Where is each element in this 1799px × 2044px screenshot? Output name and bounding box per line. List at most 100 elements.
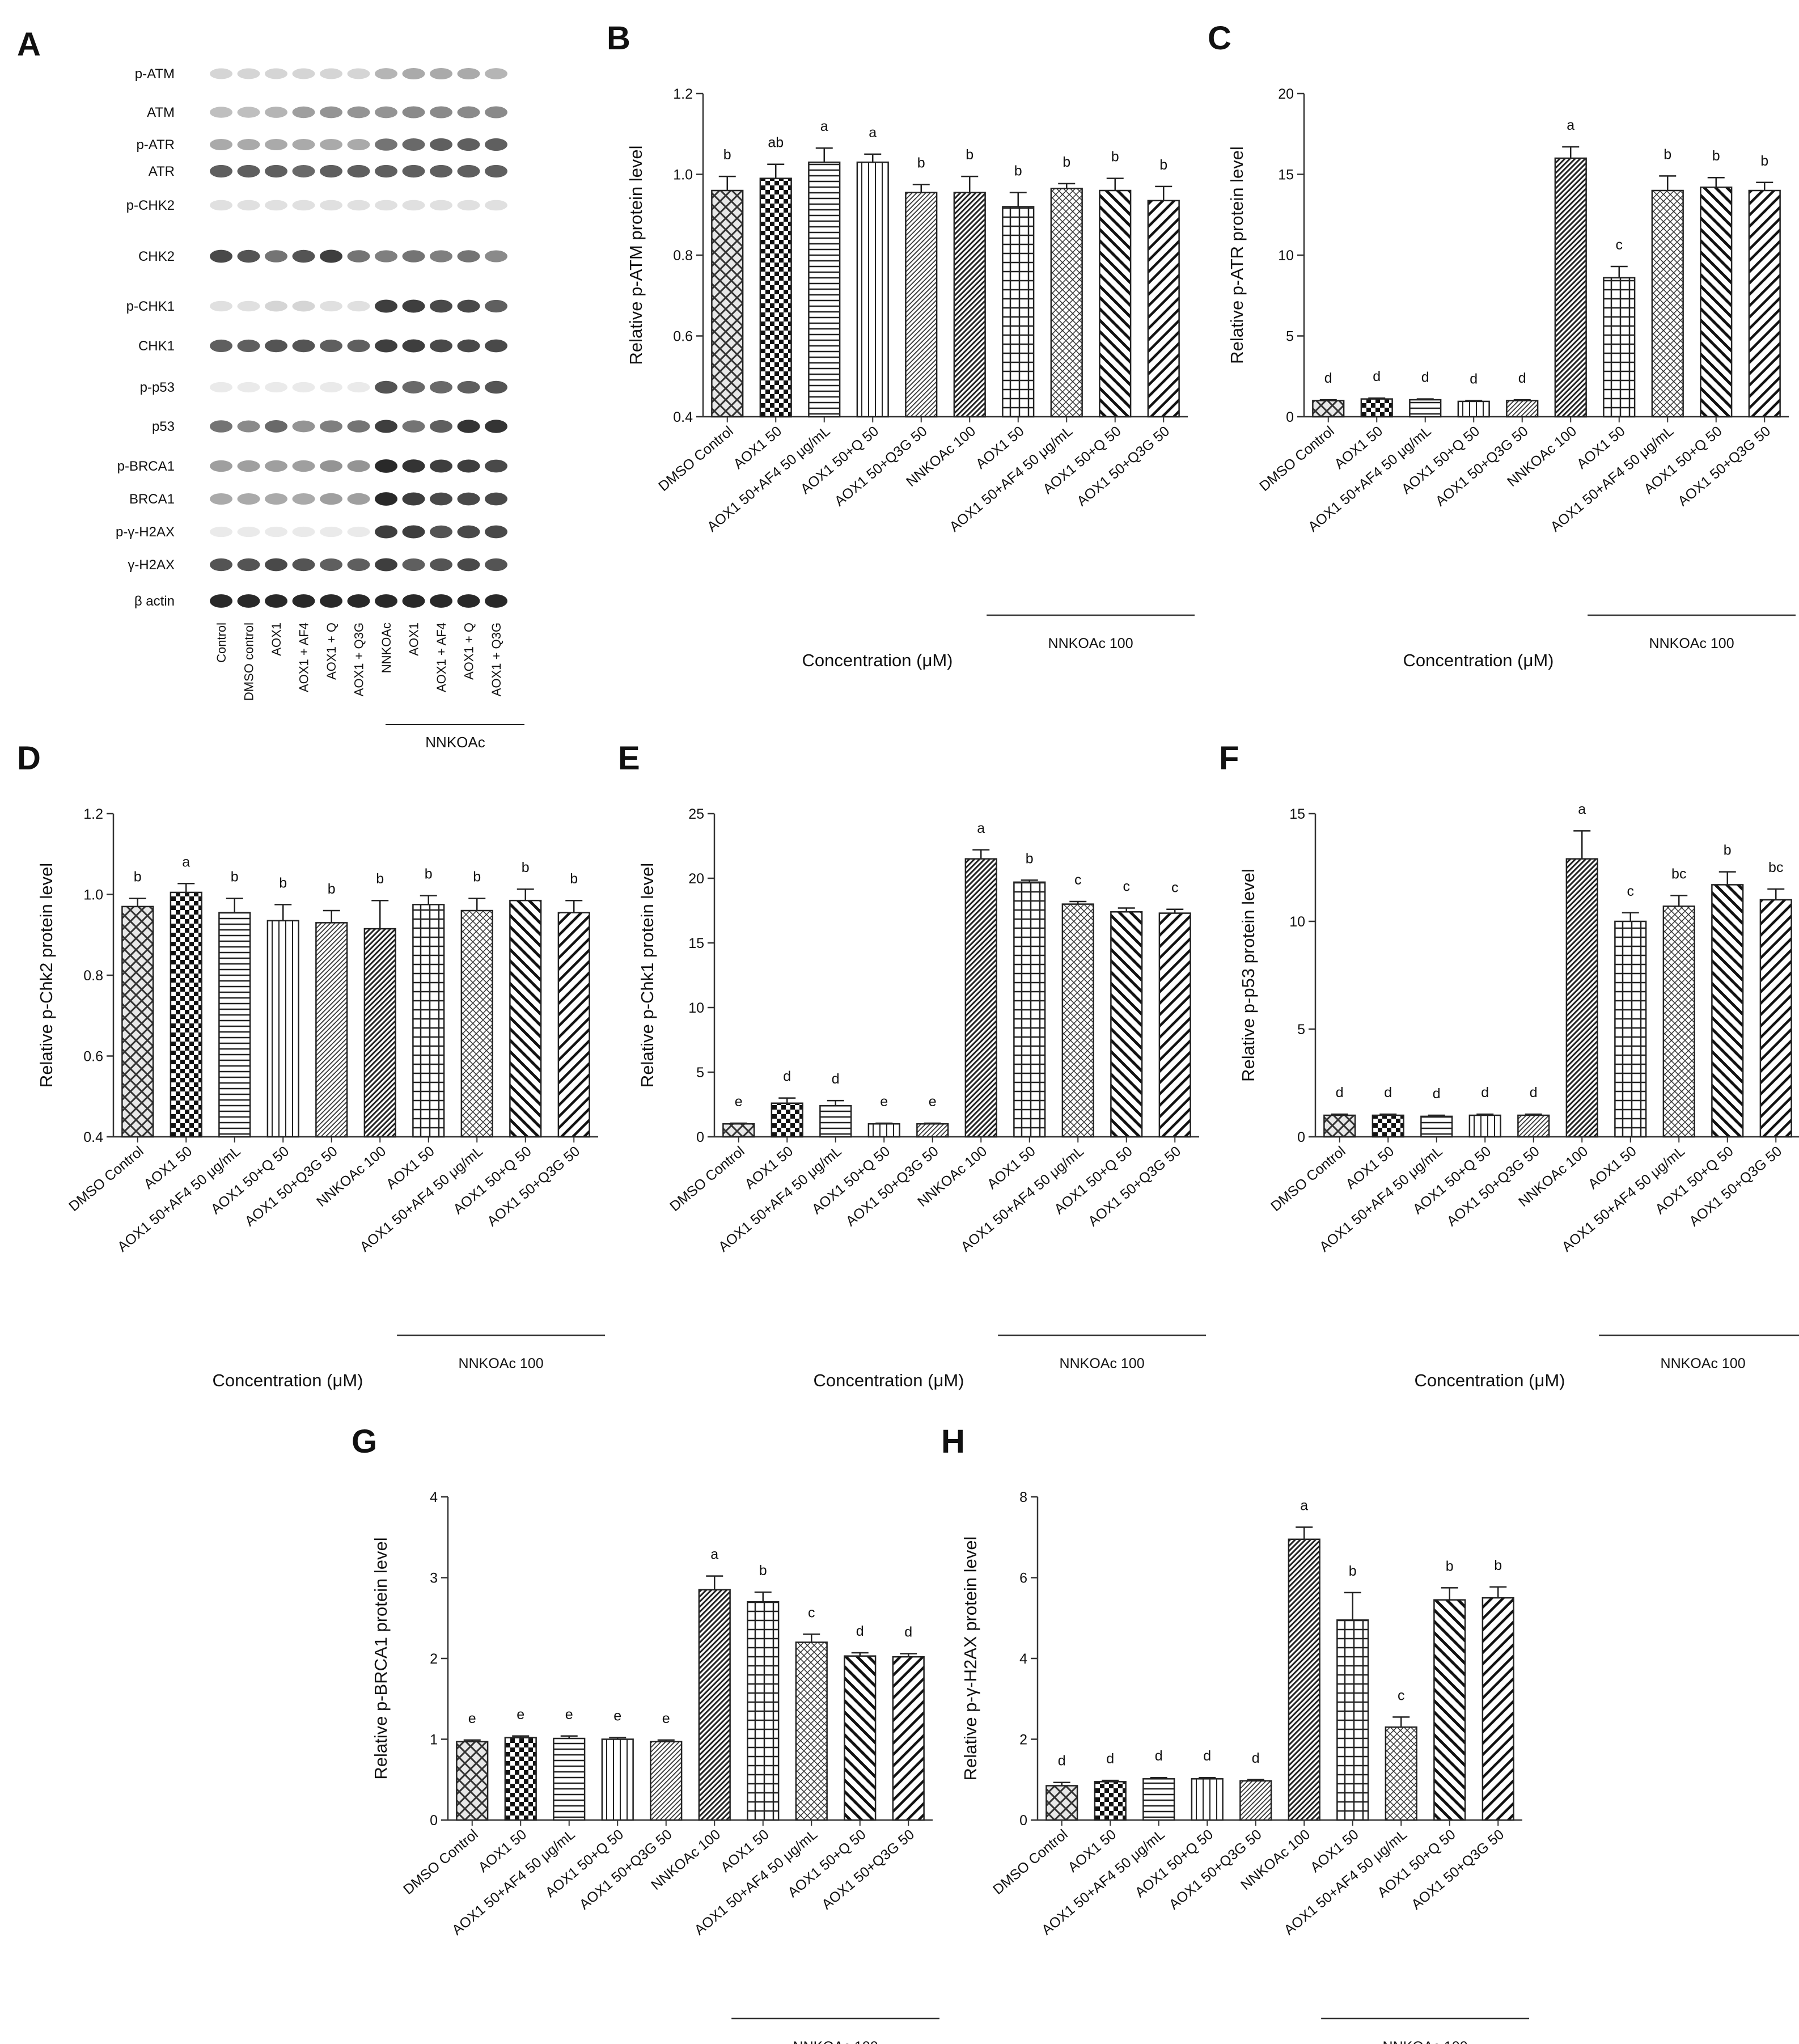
significance-letter: c <box>1616 237 1623 253</box>
blot-band <box>237 339 260 353</box>
blot-band <box>237 526 260 538</box>
blot-band <box>292 558 315 572</box>
bar-6 <box>964 858 997 1138</box>
blot-band <box>320 68 342 79</box>
x-tick-label: AOX1 50+Q3G 50 <box>1074 423 1172 509</box>
y-tick-label: 10 <box>688 1000 704 1016</box>
bar-10 <box>1748 189 1781 418</box>
blot-band <box>402 459 425 473</box>
blot-label-actin: β actin <box>134 594 175 609</box>
blot-band <box>457 339 480 353</box>
bar-3 <box>819 1105 852 1138</box>
blot-band <box>375 420 397 433</box>
blot-band <box>210 460 232 472</box>
chart-panel-f: F 0 5 10 15 Relative p-p53 protein level d DMSO… <box>1219 740 1799 1390</box>
significance-letter: d <box>1336 1085 1344 1101</box>
blot-band <box>485 68 507 79</box>
blot-band <box>210 594 232 608</box>
significance-letter: b <box>966 147 973 163</box>
bar-5 <box>315 922 348 1138</box>
blot-band <box>347 250 370 263</box>
blot-band <box>375 106 397 119</box>
y-tick-label: 15 <box>1278 167 1294 183</box>
y-tick-label: 3 <box>430 1571 438 1586</box>
blot-band <box>402 594 425 608</box>
blot-lane-label: AOX1 <box>407 623 421 656</box>
bar-4 <box>1468 1114 1501 1138</box>
significance-letter: e <box>565 1707 573 1723</box>
blot-band <box>457 380 480 394</box>
panel-letter: B <box>607 20 630 57</box>
panel-letter: D <box>17 740 41 777</box>
bar-2 <box>771 1102 803 1138</box>
significance-letter: e <box>613 1708 621 1724</box>
blot-band <box>457 67 480 80</box>
blot-band <box>292 68 315 79</box>
x-tick-label: AOX1 50+Q3G 50 <box>1675 423 1773 509</box>
significance-letter: a <box>1578 801 1586 817</box>
bar-8 <box>460 909 493 1138</box>
significance-letter: b <box>1760 153 1768 169</box>
bar-6 <box>1565 858 1598 1138</box>
blot-band <box>402 558 425 572</box>
y-tick-label: 0 <box>696 1129 704 1145</box>
chart-panel-e: E 0 5 10 15 20 25 Relative p-Chk1 protein level… <box>618 740 1206 1390</box>
bar-8 <box>1061 903 1094 1138</box>
bar-1 <box>1323 1114 1356 1138</box>
group-label: NNKOAc 100 <box>459 1356 544 1372</box>
blot-label-chk2: CHK2 <box>138 249 175 264</box>
blot-band <box>320 382 342 393</box>
chart-panel-d: D 0.4 0.6 0.8 1.0 1.2 Relative p-Chk2 protein … <box>17 740 605 1390</box>
blot-band <box>320 493 342 505</box>
bar-6 <box>1554 157 1587 418</box>
significance-letter: bc <box>1768 860 1783 875</box>
blot-band <box>485 299 507 313</box>
y-axis-label: Relative p-ATR protein level <box>1227 146 1247 364</box>
blot-band <box>375 459 397 473</box>
bar-1 <box>1312 400 1345 418</box>
significance-letter: b <box>759 1563 767 1579</box>
blot-band <box>430 164 452 178</box>
blot-band <box>320 138 342 151</box>
panel-letter: C <box>1208 20 1231 57</box>
bar-7 <box>1002 206 1035 418</box>
significance-letter: d <box>904 1624 912 1640</box>
x-tick-label: AOX1 50+Q3G 50 <box>1433 423 1531 509</box>
x-tick-label: AOX1 50+Q3G 50 <box>1408 1826 1507 1912</box>
bar-8 <box>1651 189 1684 418</box>
blot-band <box>265 594 287 608</box>
blot-band <box>375 380 397 394</box>
blot-band <box>320 106 342 119</box>
blot-band <box>457 250 480 263</box>
blot-band <box>402 200 425 211</box>
bar-5 <box>1506 400 1539 418</box>
blot-band <box>347 558 370 572</box>
bar-2 <box>1094 1781 1127 1821</box>
blot-band <box>210 164 232 178</box>
blot-band <box>347 301 370 312</box>
blot-band <box>237 301 260 312</box>
bar-7 <box>1013 881 1046 1138</box>
blot-lane-label: Control <box>214 623 228 663</box>
blot-band <box>457 106 480 119</box>
x-tick-label: DMSO Control <box>1256 423 1337 494</box>
blot-lane-label: AOX1 + Q <box>324 623 338 680</box>
blot-band <box>375 164 397 178</box>
blot-band <box>210 138 232 151</box>
blot-band <box>265 558 287 572</box>
blot-panel-letter: A <box>17 26 41 63</box>
blot-band <box>375 200 397 211</box>
blot-label-p-atr: p-ATR <box>136 137 175 153</box>
significance-letter: e <box>517 1707 524 1723</box>
blot-band <box>375 594 397 608</box>
blot-band <box>485 420 507 433</box>
blot-band <box>265 526 287 538</box>
y-axis-label: Relative p-ATM protein level <box>626 145 646 365</box>
y-tick-label: 25 <box>688 806 704 822</box>
bar-7 <box>1603 277 1636 418</box>
bar-8 <box>795 1641 828 1821</box>
significance-letter: d <box>856 1623 864 1639</box>
significance-letter: b <box>1494 1558 1502 1573</box>
bar-6 <box>698 1589 731 1821</box>
y-axis-label: Relative p-Chk2 protein level <box>36 863 56 1087</box>
